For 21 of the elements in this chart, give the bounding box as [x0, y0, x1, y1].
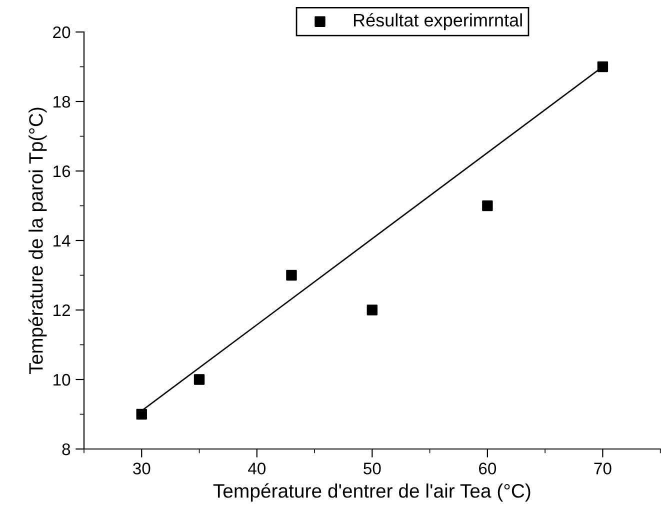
point: [482, 200, 493, 212]
point: [597, 61, 608, 72]
y-tick-label: 8: [62, 443, 70, 456]
x-tick-label: 60: [479, 462, 496, 474]
y-tick-label: 18: [54, 96, 70, 108]
point: [136, 408, 147, 420]
x-tick-label: 70: [594, 462, 612, 474]
legend-label: Résultat experimrntal: [354, 13, 522, 30]
y-tick-label: 14: [54, 235, 70, 247]
y-tick-label: 20: [53, 26, 70, 38]
y-axis-title: Température de la paroi Tp(°C): [28, 108, 47, 374]
x-tick-label: 50: [364, 462, 381, 474]
point: [286, 270, 297, 281]
y-tick-label: 16: [54, 165, 70, 178]
x-axis-title: Température d'entrer de l'air Tea (°C): [213, 483, 530, 502]
x-tick-label: 40: [248, 462, 266, 474]
point: [194, 374, 205, 385]
x-tick-label: 30: [133, 462, 150, 474]
point: [366, 304, 378, 316]
y-tick-label: 10: [54, 374, 70, 386]
y-tick-label: 12: [54, 304, 70, 316]
